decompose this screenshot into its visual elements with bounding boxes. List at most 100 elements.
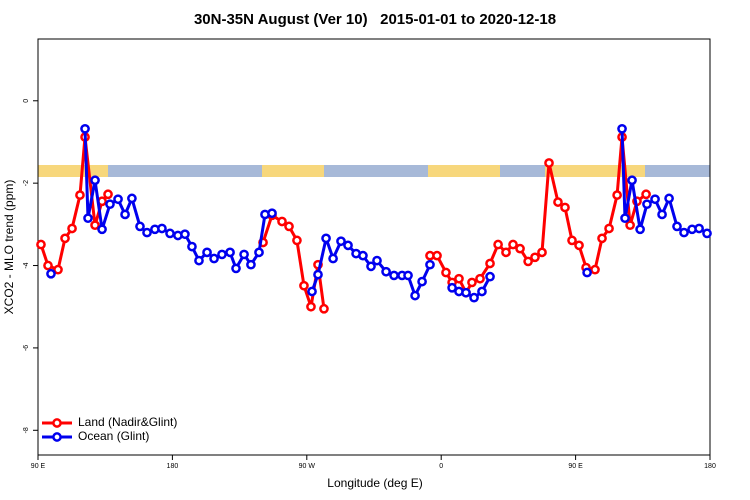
x-tick-label: 90 W	[299, 463, 316, 470]
data-point	[372, 255, 382, 266]
data-point	[620, 213, 630, 224]
data-point	[641, 189, 651, 200]
y-tick-label: 0	[23, 99, 30, 103]
data-point	[306, 301, 316, 312]
data-point	[403, 270, 413, 281]
plot-frame	[37, 38, 711, 456]
data-point	[231, 263, 241, 274]
data-point	[127, 193, 137, 204]
data-point	[254, 247, 264, 258]
data-point	[336, 236, 346, 247]
data-point	[225, 247, 235, 258]
data-point	[574, 240, 584, 251]
data-point	[475, 273, 485, 284]
data-point	[523, 256, 533, 267]
data-point	[157, 223, 167, 234]
data-point	[493, 239, 503, 250]
data-point	[617, 123, 627, 134]
data-point	[597, 233, 607, 244]
y-axis-label: XCO2 - MLO trend (ppm)	[2, 180, 16, 315]
y-tick-label: -8	[23, 427, 30, 433]
data-point	[544, 158, 554, 168]
data-point	[90, 175, 100, 186]
x-tick-label: 180	[167, 463, 179, 470]
y-tick-label: -4	[23, 262, 30, 268]
data-point	[612, 190, 622, 200]
x-tick-label: 90 E	[31, 463, 46, 470]
data-point	[604, 223, 614, 234]
data-point	[477, 286, 487, 297]
data-point	[664, 193, 674, 204]
data-point	[501, 247, 511, 258]
data-point	[135, 221, 145, 232]
land-strip	[545, 165, 645, 177]
data-point	[366, 261, 376, 272]
data-point	[447, 282, 457, 293]
x-tick-label: 90 E	[568, 463, 583, 470]
data-point	[650, 194, 660, 205]
data-point	[277, 216, 287, 227]
data-point	[410, 290, 420, 301]
data-point	[702, 228, 712, 239]
data-point	[239, 249, 249, 260]
data-point	[83, 213, 93, 224]
y-tick-label: -6	[23, 345, 30, 351]
data-point	[217, 249, 227, 260]
legend-marker	[52, 432, 62, 442]
data-point	[103, 189, 113, 200]
data-point	[642, 199, 652, 210]
data-point	[590, 264, 600, 275]
land-strip	[262, 165, 324, 177]
data-point	[67, 223, 77, 234]
data-point	[267, 208, 277, 219]
data-point	[187, 241, 197, 252]
data-point	[530, 252, 540, 263]
data-point	[657, 209, 667, 220]
land-sea-mask	[38, 165, 710, 177]
land-strip	[428, 165, 500, 177]
data-point	[343, 240, 353, 251]
data-point	[321, 233, 331, 244]
data-point	[307, 286, 317, 297]
legend-label: Ocean (Glint)	[78, 429, 149, 443]
data-point	[381, 266, 391, 277]
data-point	[60, 233, 70, 244]
data-point	[97, 224, 107, 235]
data-point	[467, 277, 477, 288]
data-point	[469, 292, 479, 303]
data-point	[358, 250, 368, 261]
data-point	[454, 273, 464, 284]
x-axis-label: Longitude (deg E)	[327, 476, 422, 490]
legend-marker	[52, 418, 62, 428]
legend-label: Land (Nadir&Glint)	[78, 415, 177, 429]
data-point	[508, 239, 518, 250]
data-point	[432, 250, 442, 261]
data-point	[284, 221, 294, 232]
data-point	[319, 303, 329, 314]
data-point	[46, 268, 56, 279]
data-point	[560, 202, 570, 213]
data-point	[180, 229, 190, 240]
y-tick-label: -2	[23, 180, 30, 186]
data-point	[485, 258, 495, 269]
data-point	[105, 199, 115, 210]
land-strip	[38, 165, 108, 177]
data-point	[515, 243, 525, 254]
data-point	[679, 227, 689, 238]
data-point	[202, 247, 212, 258]
data-point	[113, 194, 123, 205]
data-point	[425, 259, 435, 270]
data-point	[209, 253, 219, 264]
data-point	[567, 235, 577, 246]
data-point	[485, 271, 495, 282]
x-tick-label: 0	[439, 463, 443, 470]
data-point	[537, 247, 547, 258]
data-point	[625, 220, 635, 231]
data-point	[165, 228, 175, 239]
data-point	[299, 280, 309, 291]
data-point	[461, 287, 471, 298]
data-point	[53, 264, 63, 275]
ocean-strip	[38, 165, 710, 177]
data-point	[389, 270, 399, 281]
data-point	[75, 190, 85, 200]
